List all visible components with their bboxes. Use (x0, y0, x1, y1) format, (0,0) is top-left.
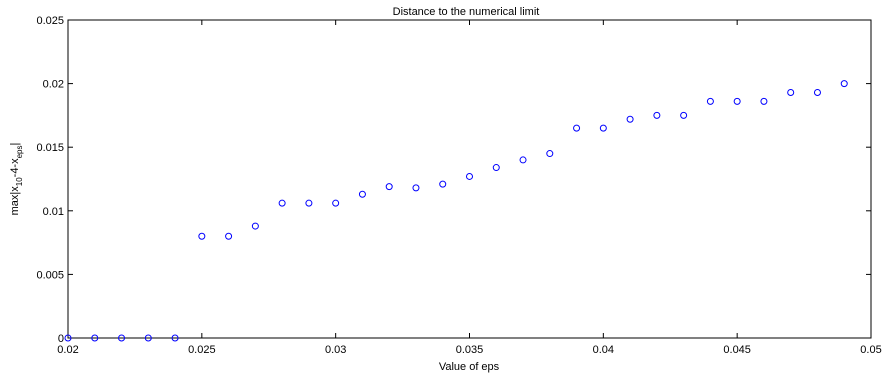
chart-title: Distance to the numerical limit (393, 6, 540, 18)
data-point (680, 111, 688, 119)
x-tick-label: 0.02 (57, 344, 78, 356)
y-axis-ticks: 0 0.005 0.01 0.015 0.02 0.025 (36, 15, 871, 345)
data-point (225, 232, 233, 240)
data-point (599, 124, 607, 132)
x-axis-label: Value of eps (439, 361, 500, 373)
data-point (626, 115, 634, 123)
data-point (385, 183, 393, 191)
x-axis-ticks: 0.02 0.025 0.03 0.035 0.04 0.045 0.05 (57, 20, 882, 356)
y-label-sep: -x (9, 158, 21, 168)
data-point (840, 80, 848, 88)
data-point (653, 111, 661, 119)
x-tick-label: 0.05 (860, 344, 881, 356)
data-point (251, 222, 259, 230)
x-tick-label: 0.035 (456, 344, 484, 356)
y-label-prefix: max|x (9, 186, 21, 216)
data-point (546, 150, 554, 158)
data-point (171, 334, 179, 342)
data-point (519, 156, 527, 164)
y-label-mid: -4 (9, 168, 21, 178)
y-tick-label: 0.01 (43, 206, 64, 218)
y-tick-label: 0.02 (43, 79, 64, 91)
y-label-suffix: | (9, 143, 21, 146)
data-point (706, 97, 714, 105)
data-point (305, 199, 313, 207)
data-point (492, 164, 500, 172)
data-point (733, 97, 741, 105)
y-tick-label: 0 (58, 333, 64, 345)
x-tick-label: 0.03 (325, 344, 346, 356)
y-label-sub1: 10 (15, 177, 24, 186)
y-tick-label: 0.025 (36, 15, 64, 27)
data-point (573, 124, 581, 132)
y-axis-label: max|x10-4-xeps| (9, 143, 24, 216)
y-tick-label: 0.005 (36, 269, 64, 281)
data-point (64, 334, 72, 342)
x-tick-label: 0.045 (723, 344, 751, 356)
data-points (64, 80, 848, 342)
data-point (760, 97, 768, 105)
x-tick-label: 0.04 (593, 344, 614, 356)
data-point (813, 89, 821, 97)
data-point (278, 199, 286, 207)
x-tick-label: 0.025 (188, 344, 216, 356)
data-point (118, 334, 126, 342)
data-point (466, 172, 473, 180)
y-label-sub2: eps (15, 145, 24, 158)
data-point (91, 334, 99, 342)
data-point (198, 232, 206, 240)
data-point (412, 184, 420, 192)
data-point (787, 89, 795, 97)
data-point (439, 180, 447, 188)
data-point (332, 199, 340, 207)
data-point (358, 190, 366, 198)
y-tick-label: 0.015 (36, 142, 64, 154)
data-point (144, 334, 152, 342)
